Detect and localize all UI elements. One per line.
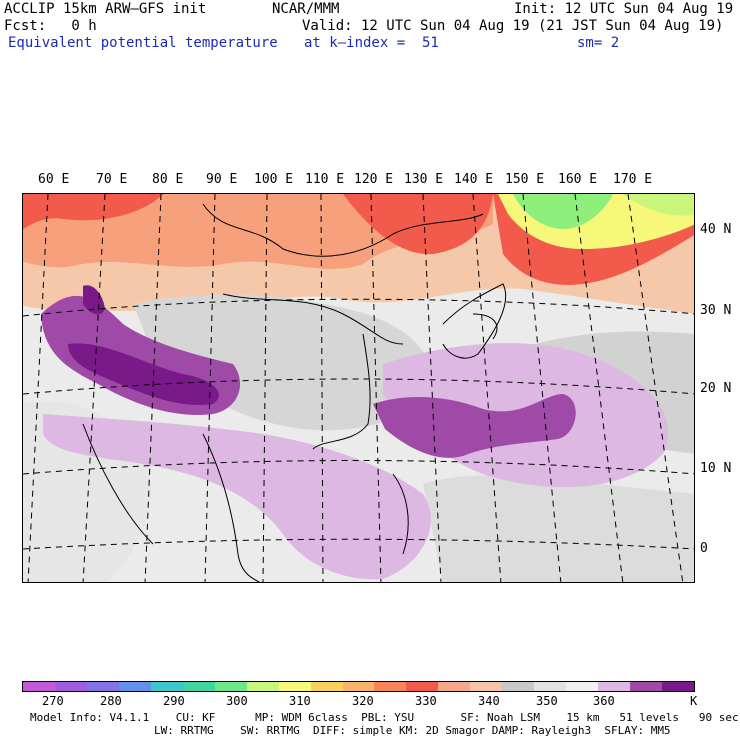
colorbar-cell (150, 682, 183, 691)
colorbar-cell (246, 682, 279, 691)
colorbar-cell (310, 682, 343, 691)
colorbar-tick: 290 (163, 694, 185, 708)
model-title: ACCLIP 15km ARW–GFS init (4, 1, 207, 17)
purple-band-pacific (373, 394, 576, 458)
colorbar-cell (54, 682, 87, 691)
light-purple-south-asia (43, 414, 431, 580)
lat-label: 40 N (700, 222, 732, 237)
lat-label: 30 N (700, 303, 732, 318)
lat-label: 10 N (700, 461, 732, 476)
colorbar-cell (534, 682, 567, 691)
colorbar-unit: K (690, 694, 698, 708)
colorbar-cell (374, 682, 407, 691)
red-patch-central (343, 194, 493, 255)
lat-label: 0 (700, 541, 708, 556)
lat-label: 20 N (700, 381, 732, 396)
lon-label: 160 E (558, 172, 598, 187)
colorbar-cell (630, 682, 663, 691)
model-info-line1: Model Info: V4.1.1 CU: KF MP: WDM 6class… (30, 711, 739, 724)
kashmir-purple-dark (83, 285, 105, 315)
field-name: Equivalent potential temperature (8, 35, 278, 51)
salmon-patch (173, 194, 323, 235)
colorbar-tick: 300 (226, 694, 248, 708)
colorbar-tick: 340 (478, 694, 500, 708)
colorbar-cell (86, 682, 119, 691)
colorbar-tick: 310 (289, 694, 311, 708)
green-patch (513, 194, 613, 229)
lon-label: 70 E (96, 172, 128, 187)
lon-label: 130 E (404, 172, 444, 187)
lon-label: 90 E (206, 172, 238, 187)
himalaya-purple-dark (68, 343, 219, 405)
colorbar-cell (406, 682, 439, 691)
model-info-line2: LW: RRTMG SW: RRTMG DIFF: simple KM: 2D … (154, 724, 671, 737)
red-patch-west (23, 194, 163, 229)
colorbar-cell (214, 682, 247, 691)
colorbar-tick: 270 (42, 694, 64, 708)
colorbar-cell (566, 682, 599, 691)
colorbar-cell (278, 682, 311, 691)
lon-label: 60 E (38, 172, 70, 187)
colorbar-cell (342, 682, 375, 691)
colorbar-cell (438, 682, 471, 691)
colorbar-cell (662, 682, 695, 691)
lon-label: 120 E (354, 172, 394, 187)
colorbar (22, 681, 695, 692)
level-index: at k–index = 51 (304, 35, 439, 51)
graticule (23, 194, 694, 582)
coastlines (82, 203, 507, 582)
colorbar-cell (598, 682, 631, 691)
lon-label: 170 E (613, 172, 653, 187)
colorbar-tick: 330 (415, 694, 437, 708)
map-canvas (23, 194, 694, 582)
grey-region-south (423, 475, 694, 582)
colorbar-cell (502, 682, 535, 691)
colorbar-cell (470, 682, 503, 691)
colorbar-cell (182, 682, 215, 691)
forecast-hour: Fcst: 0 h (4, 18, 97, 34)
colorbar-tick: 280 (100, 694, 122, 708)
colorbar-cell (118, 682, 151, 691)
valid-time: Valid: 12 UTC Sun 04 Aug 19 (21 JST Sun … (302, 18, 724, 34)
colorbar-cell (23, 682, 55, 691)
center-label: NCAR/MMM (272, 1, 340, 17)
lon-label: 100 E (254, 172, 294, 187)
smoothing-label: sm= 2 (577, 35, 620, 51)
lon-label: 140 E (454, 172, 494, 187)
init-time: Init: 12 UTC Sun 04 Aug 19 (514, 1, 734, 17)
colorbar-tick: 360 (593, 694, 615, 708)
yellow-green-patch (623, 194, 694, 216)
lon-label: 80 E (152, 172, 184, 187)
theta-e-map (22, 193, 695, 583)
lon-label: 110 E (305, 172, 345, 187)
colorbar-tick: 320 (352, 694, 374, 708)
lon-label: 150 E (505, 172, 545, 187)
colorbar-tick: 350 (536, 694, 558, 708)
